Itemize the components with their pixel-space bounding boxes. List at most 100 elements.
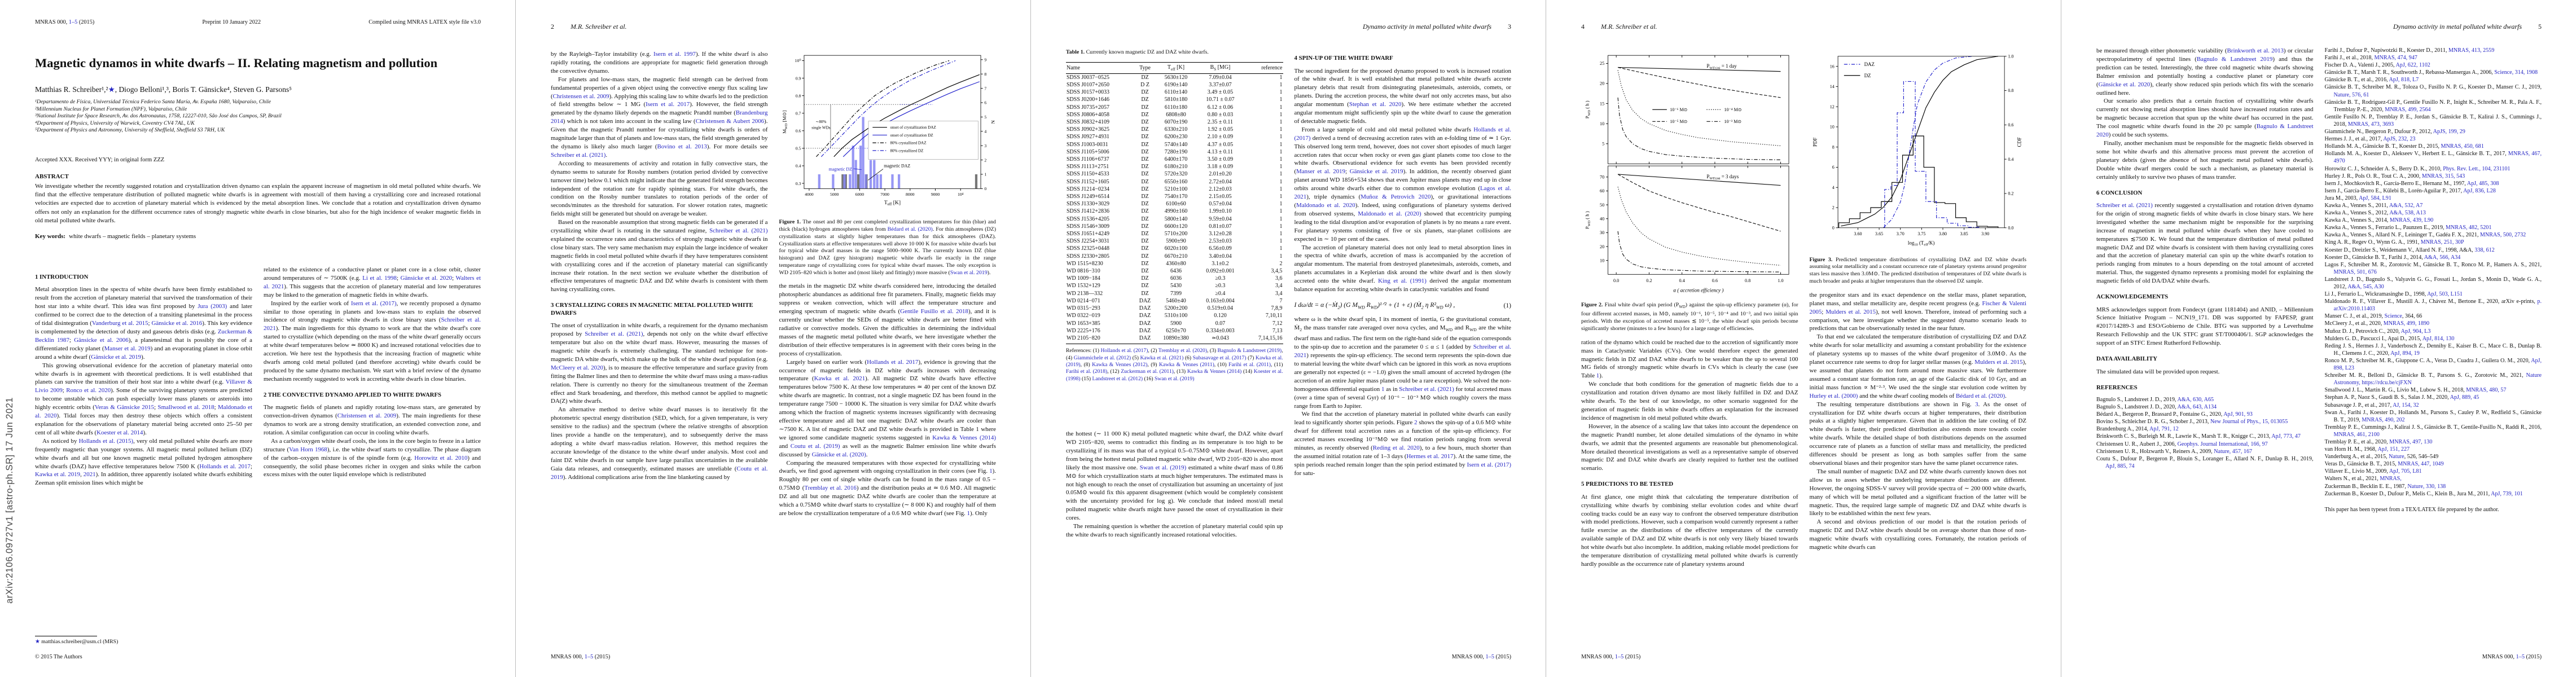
citation-link[interactable]: ApJ, 503, L151 xyxy=(2427,291,2463,298)
citation-link[interactable]: Schreiber et al. (2021) xyxy=(709,227,768,235)
citation-link[interactable]: MNRAS, 447, 1049 xyxy=(2398,461,2444,468)
citation-link[interactable]: 1–5 xyxy=(2516,654,2525,660)
citation-link[interactable]: Schreiber et al. (2021) xyxy=(1399,385,1454,393)
citation-link[interactable]: Hollands et al. (2015) xyxy=(78,437,134,445)
citation-link[interactable]: Christensen & Aubert 2006 xyxy=(695,118,765,125)
citation-link[interactable]: ★ xyxy=(35,639,40,645)
citation-link[interactable]: Giammichele et al. (2012) xyxy=(1073,354,1131,361)
citation-link[interactable]: A&A, 566, A34 xyxy=(2424,254,2461,261)
citation-link[interactable]: Schreiber et al. (2021) xyxy=(551,151,606,159)
citation-link[interactable]: ApJ, 904, L3 xyxy=(2401,328,2431,335)
citation-link[interactable]: Kawka & Vennes (2012) xyxy=(1092,361,1148,368)
citation-link[interactable]: Isern et al. (2017) xyxy=(1467,461,1512,468)
citation-link[interactable]: Smallwood et al. 2018 xyxy=(157,404,214,411)
citation-link[interactable]: MNRAS, 450, 681 xyxy=(2441,143,2484,150)
citation-link[interactable]: Kawka et al. (2019) xyxy=(1066,354,1283,368)
citation-link[interactable]: Bagnulo & Landstreet 2020 xyxy=(2096,123,2314,139)
citation-link[interactable]: ApJ, 889, 45 xyxy=(2450,394,2480,401)
citation-link[interactable]: MNRAS, 490, 202 xyxy=(2362,416,2405,423)
citation-link[interactable]: MNRAS, 482, 5201 xyxy=(2446,225,2492,231)
citation-link[interactable]: Schreiber et al. 2021 xyxy=(1294,344,1511,359)
citation-link[interactable]: Science, 314, 1908 xyxy=(2494,69,2538,76)
citation-link[interactable]: ApJ, 485, 308 xyxy=(2467,180,2499,187)
citation-link[interactable]: Fischer & Valenti 2005 xyxy=(1809,300,2027,315)
citation-link[interactable]: MNRAS, 473, 3693 xyxy=(2347,121,2394,128)
citation-link[interactable]: Christensen et al. 2009 xyxy=(552,93,609,100)
citation-link[interactable]: Bagnulo & Landstreet 2019 xyxy=(2196,55,2273,63)
citation-link[interactable]: 3 xyxy=(1975,401,1978,408)
citation-link[interactable]: Science xyxy=(2384,313,2402,320)
citation-link[interactable]: ApJ, 622, 1102 xyxy=(2395,62,2430,69)
citation-link[interactable]: ApJS, 232, 23 xyxy=(2383,136,2416,143)
citation-link[interactable]: Zuckerman & Becklin 1987 xyxy=(35,328,252,344)
citation-link[interactable]: Farihi et al. (2011) xyxy=(1228,361,1271,368)
citation-link[interactable]: ApJ, 151, 227 xyxy=(2377,446,2410,453)
citation-link[interactable]: MNRAS, 413, 2559 xyxy=(2448,47,2495,54)
citation-link[interactable]: Gänsicke et al. 2020 xyxy=(400,274,453,282)
citation-link[interactable]: Gänsicke et al. 2016 xyxy=(151,320,203,327)
citation-link[interactable]: MNRAS, 501, 676 xyxy=(2333,269,2377,275)
citation-link[interactable]: Maldonado et al. (2020) xyxy=(1358,210,1421,217)
citation-link[interactable]: MNRAS, 474, 947 xyxy=(2374,55,2417,61)
citation-link[interactable]: Villaver & Livio 2009 xyxy=(35,379,252,394)
citation-link[interactable]: Lagos et al. 2021 xyxy=(1294,185,1511,201)
citation-link[interactable]: ★ xyxy=(108,85,115,94)
citation-link[interactable]: Mulders et al. 2015 xyxy=(1974,359,2023,366)
citation-link[interactable]: Schreiber et al. (2021) xyxy=(2096,202,2153,209)
citation-link[interactable]: 2021 xyxy=(83,471,96,478)
citation-link[interactable]: Isern et al. 1997 xyxy=(653,51,696,58)
citation-link[interactable]: Nature, 330, 138 xyxy=(2407,483,2446,490)
citation-link[interactable]: King et al. (1991) xyxy=(1378,278,1427,285)
citation-link[interactable]: MNRAS, 461, 2100 xyxy=(2333,431,2380,438)
citation-link[interactable]: Koester et al. 2014 xyxy=(96,429,143,436)
citation-link[interactable]: Hollands et al. (2017) xyxy=(1294,126,1512,142)
citation-link[interactable]: Horowitz et al. 2010 xyxy=(414,454,468,461)
citation-link[interactable]: Li et al. 1998 xyxy=(362,274,397,282)
citation-link[interactable]: MNRAS, 499, 1890 xyxy=(2383,320,2430,327)
citation-link[interactable]: 1 xyxy=(967,509,970,517)
citation-link[interactable]: ApJ, 818, L7 xyxy=(2389,77,2419,83)
citation-link[interactable]: Swan et al. (2019) xyxy=(1154,375,1195,382)
citation-link[interactable]: Brandenburg 2014 xyxy=(551,109,768,125)
citation-link[interactable]: Bagnulo & Landstreet (2019) xyxy=(1217,348,1282,354)
citation-link[interactable]: ApJ, 894, 19 xyxy=(2390,350,2420,357)
citation-link[interactable]: ApJ, 705, L81 xyxy=(2389,468,2422,475)
citation-link[interactable]: Kawka & Vennes (2014) xyxy=(932,434,996,441)
citation-link[interactable]: Mulders et al. 2015 xyxy=(1825,308,1876,315)
citation-link[interactable]: Nature Astronomy, https://rdcu.be/cjFXN xyxy=(2333,372,2542,386)
citation-link[interactable]: ApJ, 814, 130 xyxy=(2422,335,2455,342)
citation-link[interactable]: Manser et al. 2019 xyxy=(1296,168,1346,175)
citation-link[interactable]: Nature xyxy=(2389,454,2404,460)
citation-link[interactable]: ApJ, 773, 47 xyxy=(2271,433,2301,440)
citation-link[interactable]: Swan et al. (2019) xyxy=(1139,464,1187,471)
citation-link[interactable]: Jura (2003) xyxy=(198,303,227,310)
citation-link[interactable]: Gänsicke et al. 2020 xyxy=(2098,81,2151,88)
citation-link[interactable]: Nature, 576, 61 xyxy=(2333,91,2369,98)
citation-link[interactable]: MNRAS, 467, 4970 xyxy=(2333,151,2542,165)
citation-link[interactable]: Gänsicke et al. (2020) xyxy=(811,451,866,458)
citation-link[interactable]: Nature, 457, 167 xyxy=(2214,448,2253,455)
citation-link[interactable]: 1 xyxy=(989,468,993,475)
citation-link[interactable]: AJ, 154, 32 xyxy=(2393,402,2419,408)
citation-link[interactable]: MNRAS, 251, 30P xyxy=(2420,239,2464,246)
citation-link[interactable]: Ronco et al. 2020 xyxy=(66,387,111,394)
citation-link[interactable]: 1–5 xyxy=(1614,654,1624,660)
citation-link[interactable]: Coutu et al. (2019) xyxy=(790,442,840,450)
citation-link[interactable]: ApJ, 739, 101 xyxy=(2491,490,2523,497)
citation-link[interactable]: Hermes et al. 2017 xyxy=(1406,452,1454,460)
citation-link[interactable]: A&A, 545, A30 xyxy=(2347,284,2384,290)
citation-link[interactable]: Reding et al. 2020 xyxy=(1372,445,1420,452)
citation-link[interactable]: Gänsicke et al. 2019 xyxy=(91,353,142,361)
citation-link[interactable]: Tremblay et al. (2020) xyxy=(1158,348,1208,354)
citation-link[interactable]: MNRAS, 497, 130 xyxy=(2389,438,2433,445)
citation-link[interactable]: A&A, 630, A65 xyxy=(2177,397,2214,403)
citation-link[interactable]: Geophys. Journal International, 166, 97 xyxy=(2177,441,2268,447)
citation-link[interactable]: A&A, 538, A13 xyxy=(2389,210,2426,217)
citation-link[interactable]: MNRAS, 439, L90 xyxy=(2389,217,2434,224)
citation-link[interactable]: Bédard et al. (2020) xyxy=(1956,392,2005,399)
citation-link[interactable]: Brinkworth et al. 2013 xyxy=(2227,47,2284,54)
citation-link[interactable]: 1 xyxy=(1381,385,1385,393)
citation-link[interactable]: 1 xyxy=(1596,372,1600,380)
citation-link[interactable]: ApJ, 791, 12 xyxy=(2149,426,2179,433)
